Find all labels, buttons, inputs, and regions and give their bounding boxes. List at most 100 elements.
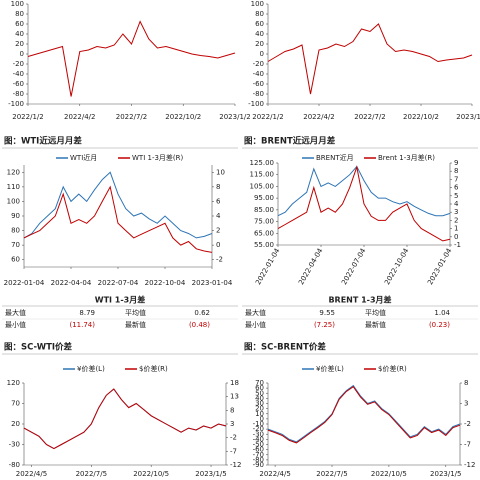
y-tick-label: -80 — [253, 456, 264, 464]
y2-tick-label: 8 — [216, 183, 220, 191]
x-tick-label: 2023/1/2 — [456, 113, 480, 121]
y-tick-label: -80 — [253, 90, 264, 98]
x-tick-label: 2022/7/5 — [76, 470, 107, 478]
y-tick-label: -80 — [9, 461, 20, 469]
cell: 0.62 — [194, 309, 210, 317]
y-tick-label: 95.00 — [254, 194, 274, 202]
cell: 平均值 — [125, 308, 146, 317]
legend-label: BRENT近月 — [316, 153, 354, 162]
x-tick-label: 2023-01-04 — [426, 247, 454, 287]
y2-tick-label: 2 — [454, 216, 458, 224]
y2-tick-label: 8 — [464, 379, 468, 387]
legend-label: ¥价差(L) — [316, 364, 344, 373]
y2-tick-label: 18 — [230, 379, 239, 387]
y2-tick-label: 0 — [216, 241, 220, 249]
y-tick-label: 20 — [255, 40, 264, 48]
y-tick-label: 30 — [255, 400, 264, 408]
y2-tick-label: 10 — [216, 168, 225, 176]
y2-tick-label: 3 — [464, 400, 468, 408]
y-tick-label: -20 — [13, 60, 24, 68]
series-line — [23, 185, 213, 253]
y2-tick-label: 4 — [454, 200, 459, 208]
x-tick-label: 2022/7/2 — [354, 113, 385, 121]
y-tick-label: 80 — [11, 227, 20, 235]
y-tick-label: 110 — [7, 183, 20, 191]
x-tick-label: 2023-01-04 — [192, 279, 233, 287]
y2-tick-label: 4 — [216, 212, 221, 220]
y-tick-label: 125.00 — [250, 159, 275, 167]
x-tick-label: 2022/4/5 — [259, 470, 290, 478]
series-line — [27, 20, 236, 97]
y-tick-label: 20 — [15, 40, 24, 48]
series-line — [267, 23, 473, 95]
x-tick-label: 2022/4/5 — [16, 470, 47, 478]
y2-tick-label: 8 — [454, 167, 458, 175]
cell: 最新值 — [125, 320, 146, 329]
y-tick-label: 100 — [11, 0, 24, 8]
y-tick-label: 100 — [251, 0, 264, 8]
y-tick-label: -60 — [13, 80, 24, 88]
y-tick-label: 90 — [11, 212, 20, 220]
y-tick-label: 20 — [11, 420, 20, 428]
y-tick-label: -70 — [253, 451, 264, 459]
table-title: WTI 1-3月差 — [95, 295, 146, 305]
y-tick-label: 120 — [7, 168, 20, 176]
y-tick-label: -10 — [253, 420, 264, 428]
x-tick-label: 2022-07-04 — [340, 247, 368, 287]
y-tick-label: 70 — [11, 241, 20, 249]
y-tick-label: 65.00 — [254, 229, 274, 237]
y2-tick-label: -2 — [464, 420, 471, 428]
cell: (7.25) — [314, 321, 335, 329]
cell: (0.48) — [189, 321, 210, 329]
y-tick-label: -20 — [253, 425, 264, 433]
x-tick-label: 2022/7/2 — [116, 113, 147, 121]
y-tick-label: 40 — [15, 30, 24, 38]
cell: 最小值 — [5, 320, 26, 329]
y2-tick-label: 3 — [230, 420, 234, 428]
x-tick-label: 2023/1/2 — [219, 113, 250, 121]
y-tick-label: -60 — [253, 80, 264, 88]
series-line — [23, 171, 213, 239]
y2-tick-label: 7 — [454, 175, 458, 183]
y2-tick-label: 5 — [454, 192, 458, 200]
x-tick-label: 2022-01-04 — [254, 247, 282, 287]
x-tick-label: 2022/7/5 — [316, 470, 347, 478]
x-tick-label: 2022-04-04 — [51, 279, 92, 287]
y2-tick-label: -7 — [464, 441, 471, 449]
x-tick-label: 2022-01-04 — [4, 279, 45, 287]
x-tick-label: 2022/1/2 — [252, 113, 283, 121]
y-tick-label: -100 — [248, 100, 264, 108]
cell: 8.79 — [79, 309, 95, 317]
y-tick-label: 70 — [11, 400, 20, 408]
y-tick-label: 120 — [7, 379, 20, 387]
chart-title: 图：SC-BRENT价差 — [244, 342, 326, 353]
legend-label: $价差(R) — [378, 364, 407, 373]
chart-title: 图：WTI近远月月差 — [4, 136, 82, 147]
y-tick-label: 105.00 — [250, 182, 275, 190]
y-tick-label: 20 — [255, 405, 264, 413]
y2-tick-label: -12 — [464, 461, 475, 469]
y-tick-label: 75.00 — [254, 218, 274, 226]
x-tick-label: 2023/1/5 — [430, 470, 461, 478]
cell: 最大值 — [5, 308, 26, 317]
y-tick-label: 50 — [255, 389, 264, 397]
y-tick-label: -30 — [9, 441, 20, 449]
y-tick-label: 0 — [260, 50, 264, 58]
y-tick-label: 40 — [255, 394, 264, 402]
y-tick-label: 10 — [255, 410, 264, 418]
series-line — [277, 165, 451, 242]
legend-label: WTI 1-3月差(R) — [132, 153, 184, 162]
y-tick-label: -40 — [13, 70, 24, 78]
legend-label: WTI近月 — [70, 153, 97, 162]
x-tick-label: 2022-10-04 — [383, 247, 411, 287]
series-line — [23, 388, 227, 450]
y-tick-label: 80 — [255, 10, 264, 18]
y-tick-label: -40 — [253, 435, 264, 443]
table-title: BRENT 1-3月差 — [328, 295, 391, 305]
y2-tick-label: 6 — [216, 197, 221, 205]
x-tick-label: 2022/10/5 — [133, 470, 169, 478]
y2-tick-label: 0 — [454, 233, 458, 241]
x-tick-label: 2022/10/2 — [165, 113, 201, 121]
y2-tick-label: 3 — [454, 208, 458, 216]
